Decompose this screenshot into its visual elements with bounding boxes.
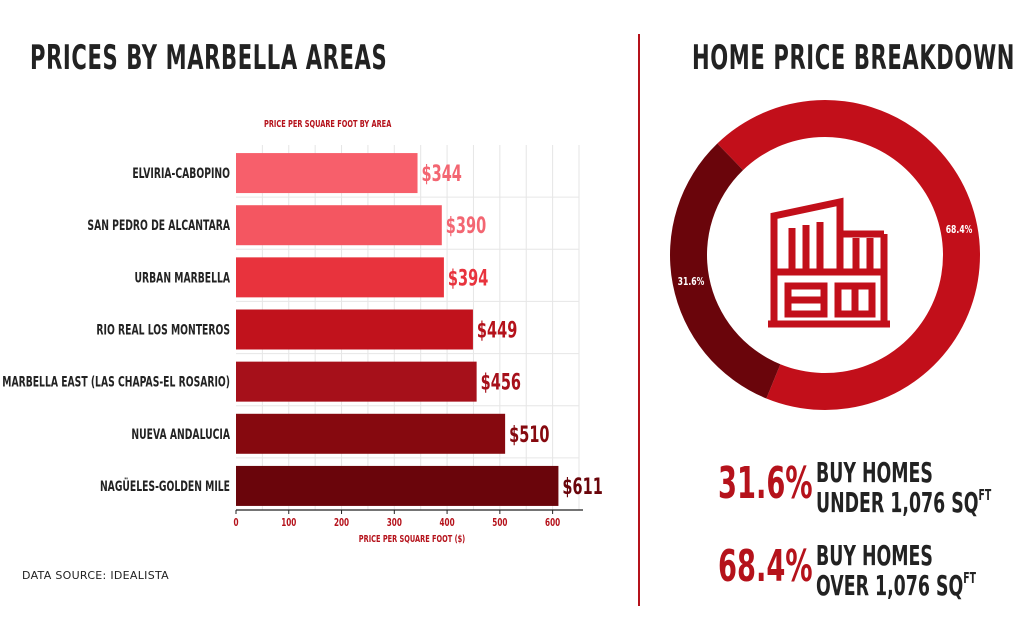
stat-over: 68.4% BUY HOMES OVER 1,076 SQFT: [718, 539, 1018, 602]
data-label: $394: [448, 266, 488, 291]
x-tick-label: 0: [233, 517, 238, 530]
category-label: URBAN MARBELLA: [135, 269, 231, 286]
donut-label: 68.4%: [946, 224, 973, 237]
data-label: $611: [562, 475, 602, 500]
donut-slice: [717, 99, 980, 410]
x-axis-label: PRICE PER SQUARE FOOT ($): [359, 533, 465, 545]
stat-under-percent: 31.6%: [718, 458, 813, 509]
x-tick-label: 300: [387, 517, 403, 530]
donut-slice: [670, 143, 781, 399]
page-title: PRICES BY MARBELLA AREAS: [30, 38, 388, 78]
x-tick-label: 500: [492, 517, 508, 530]
data-label: $456: [481, 371, 521, 396]
stat-under: 31.6% BUY HOMES UNDER 1,076 SQFT: [718, 456, 1018, 519]
stat-over-sup: FT: [963, 569, 976, 587]
x-tick-label: 200: [334, 517, 350, 530]
data-label: $390: [446, 214, 486, 239]
stat-over-line2: OVER 1,076 SQFT: [816, 569, 976, 602]
bar: [236, 257, 444, 298]
breakdown-title: HOME PRICE BREAKDOWN: [692, 38, 1016, 78]
category-label: SAN PEDRO DE ALCANTARA: [87, 217, 230, 234]
bar: [236, 309, 473, 350]
stat-under-sup: FT: [978, 486, 992, 504]
x-tick-label: 600: [545, 517, 561, 530]
x-tick-label: 400: [440, 517, 456, 530]
bar: [236, 205, 442, 246]
data-label: $344: [422, 162, 462, 187]
x-tick-label: 100: [281, 517, 297, 530]
stat-over-percent: 68.4%: [718, 541, 813, 592]
category-label: NUEVA ANDALUCIA: [131, 426, 230, 443]
category-label: NAGÜELES-GOLDEN MILE: [100, 477, 230, 495]
donut-label: 31.6%: [678, 275, 705, 288]
bar: [236, 413, 506, 454]
data-label: $449: [477, 319, 517, 344]
stat-under-line2: UNDER 1,076 SQFT: [816, 486, 992, 519]
house-icon: [768, 197, 890, 328]
bar: [236, 465, 559, 506]
data-source: DATA SOURCE: IDEALISTA: [22, 569, 169, 582]
bar: [236, 153, 418, 194]
category-label: RIO REAL LOS MONTEROS: [96, 322, 230, 339]
data-label: $510: [509, 423, 549, 448]
stat-over-line1: BUY HOMES: [816, 539, 933, 572]
donut-chart: 68.4% 31.6%: [670, 99, 980, 410]
bar: [236, 361, 477, 402]
divider: [638, 34, 640, 606]
category-label: ELVIRIA-CABOPINO: [132, 165, 230, 182]
category-label: MARBELLA EAST (LAS CHAPAS-EL ROSARIO): [2, 374, 230, 391]
bar-chart: PRICE PER SQUARE FOOT BY AREA ELVIRIA-CAB…: [2, 118, 603, 545]
chart-title: PRICE PER SQUARE FOOT BY AREA: [264, 118, 392, 130]
stat-under-line1: BUY HOMES: [816, 456, 933, 489]
